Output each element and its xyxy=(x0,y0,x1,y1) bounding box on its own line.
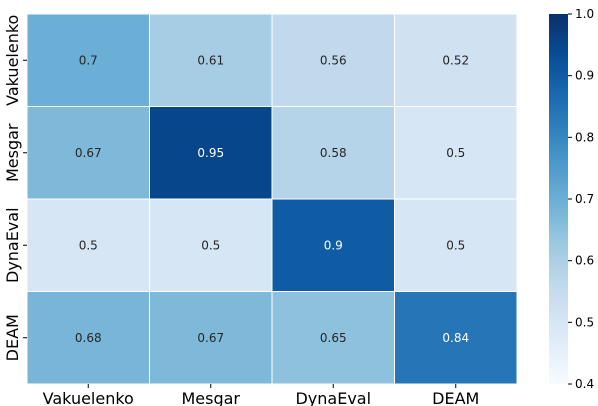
heatmap-cell xyxy=(271,291,395,385)
heatmap-cell-label: 0.5 xyxy=(79,238,98,252)
heatmap-cell xyxy=(394,291,518,385)
y-tick-label: Vakuelenko xyxy=(3,15,22,106)
heatmap-cell-label: 0.56 xyxy=(320,53,347,67)
x-axis-tick-labels: Vakuelenko Mesgar DynaEval DEAM xyxy=(43,384,479,406)
heatmap-cell xyxy=(149,106,273,200)
heatmap-cell-label: 0.9 xyxy=(324,238,343,252)
colorbar: 0.4 0.5 0.6 0.7 0.8 0.9 1.0 xyxy=(549,7,594,391)
heatmap-cell-label: 0.95 xyxy=(197,146,224,160)
colorbar-tick-label: 0.5 xyxy=(575,315,594,329)
heatmap-cell-label: 0.67 xyxy=(197,331,224,345)
heatmap-cell-label: 0.7 xyxy=(79,53,98,67)
heatmap-cell-label: 0.5 xyxy=(201,238,220,252)
x-tick-label: Mesgar xyxy=(181,389,240,406)
colorbar-tick-label: 1.0 xyxy=(575,7,594,21)
heatmap-cell-label: 0.52 xyxy=(442,53,469,67)
heatmap-cell xyxy=(26,291,150,385)
heatmap-cell xyxy=(271,13,395,107)
y-tick-label: DynaEval xyxy=(3,207,22,283)
heatmap-cell xyxy=(149,291,273,385)
heatmap-cell-label: 0.61 xyxy=(197,53,224,67)
colorbar-gradient xyxy=(549,14,568,384)
heatmap-cell-label: 0.5 xyxy=(446,238,465,252)
colorbar-tick-label: 0.7 xyxy=(575,192,594,206)
y-axis-tick-labels: Vakuelenko Mesgar DynaEval DEAM xyxy=(3,15,27,361)
heatmap-cell-label: 0.65 xyxy=(320,331,347,345)
heatmap-cell xyxy=(26,106,150,200)
y-tick-label: DEAM xyxy=(3,314,22,361)
y-tick-label: Mesgar xyxy=(3,123,22,182)
x-tick-label: Vakuelenko xyxy=(43,389,134,406)
heatmap-cell xyxy=(394,198,518,292)
heatmap-cell-labels: 0.7 0.61 0.56 0.52 0.67 0.95 0.58 0.5 0.5 0.5 0.9 0… xyxy=(75,53,469,345)
heatmap-cell xyxy=(394,13,518,107)
heatmap-cell-label: 0.84 xyxy=(442,331,469,345)
heatmap-cell xyxy=(26,13,150,107)
colorbar-tick-label: 0.8 xyxy=(575,130,594,144)
heatmap-cell xyxy=(394,106,518,200)
colorbar-tick-label: 0.9 xyxy=(575,69,594,83)
heatmap-cell xyxy=(149,198,273,292)
heatmap-cell-label: 0.67 xyxy=(75,146,102,160)
x-tick-label: DynaEval xyxy=(295,389,371,406)
x-tick-label: DEAM xyxy=(432,389,479,406)
colorbar-tick-label: 0.4 xyxy=(575,377,594,391)
colorbar-tick-label: 0.6 xyxy=(575,254,594,268)
heatmap-cell-label: 0.5 xyxy=(446,146,465,160)
heatmap-cell-label: 0.68 xyxy=(75,331,102,345)
heatmap-cell xyxy=(149,13,273,107)
heatmap-cell-label: 0.58 xyxy=(320,146,347,160)
heatmap-cells xyxy=(26,13,518,385)
